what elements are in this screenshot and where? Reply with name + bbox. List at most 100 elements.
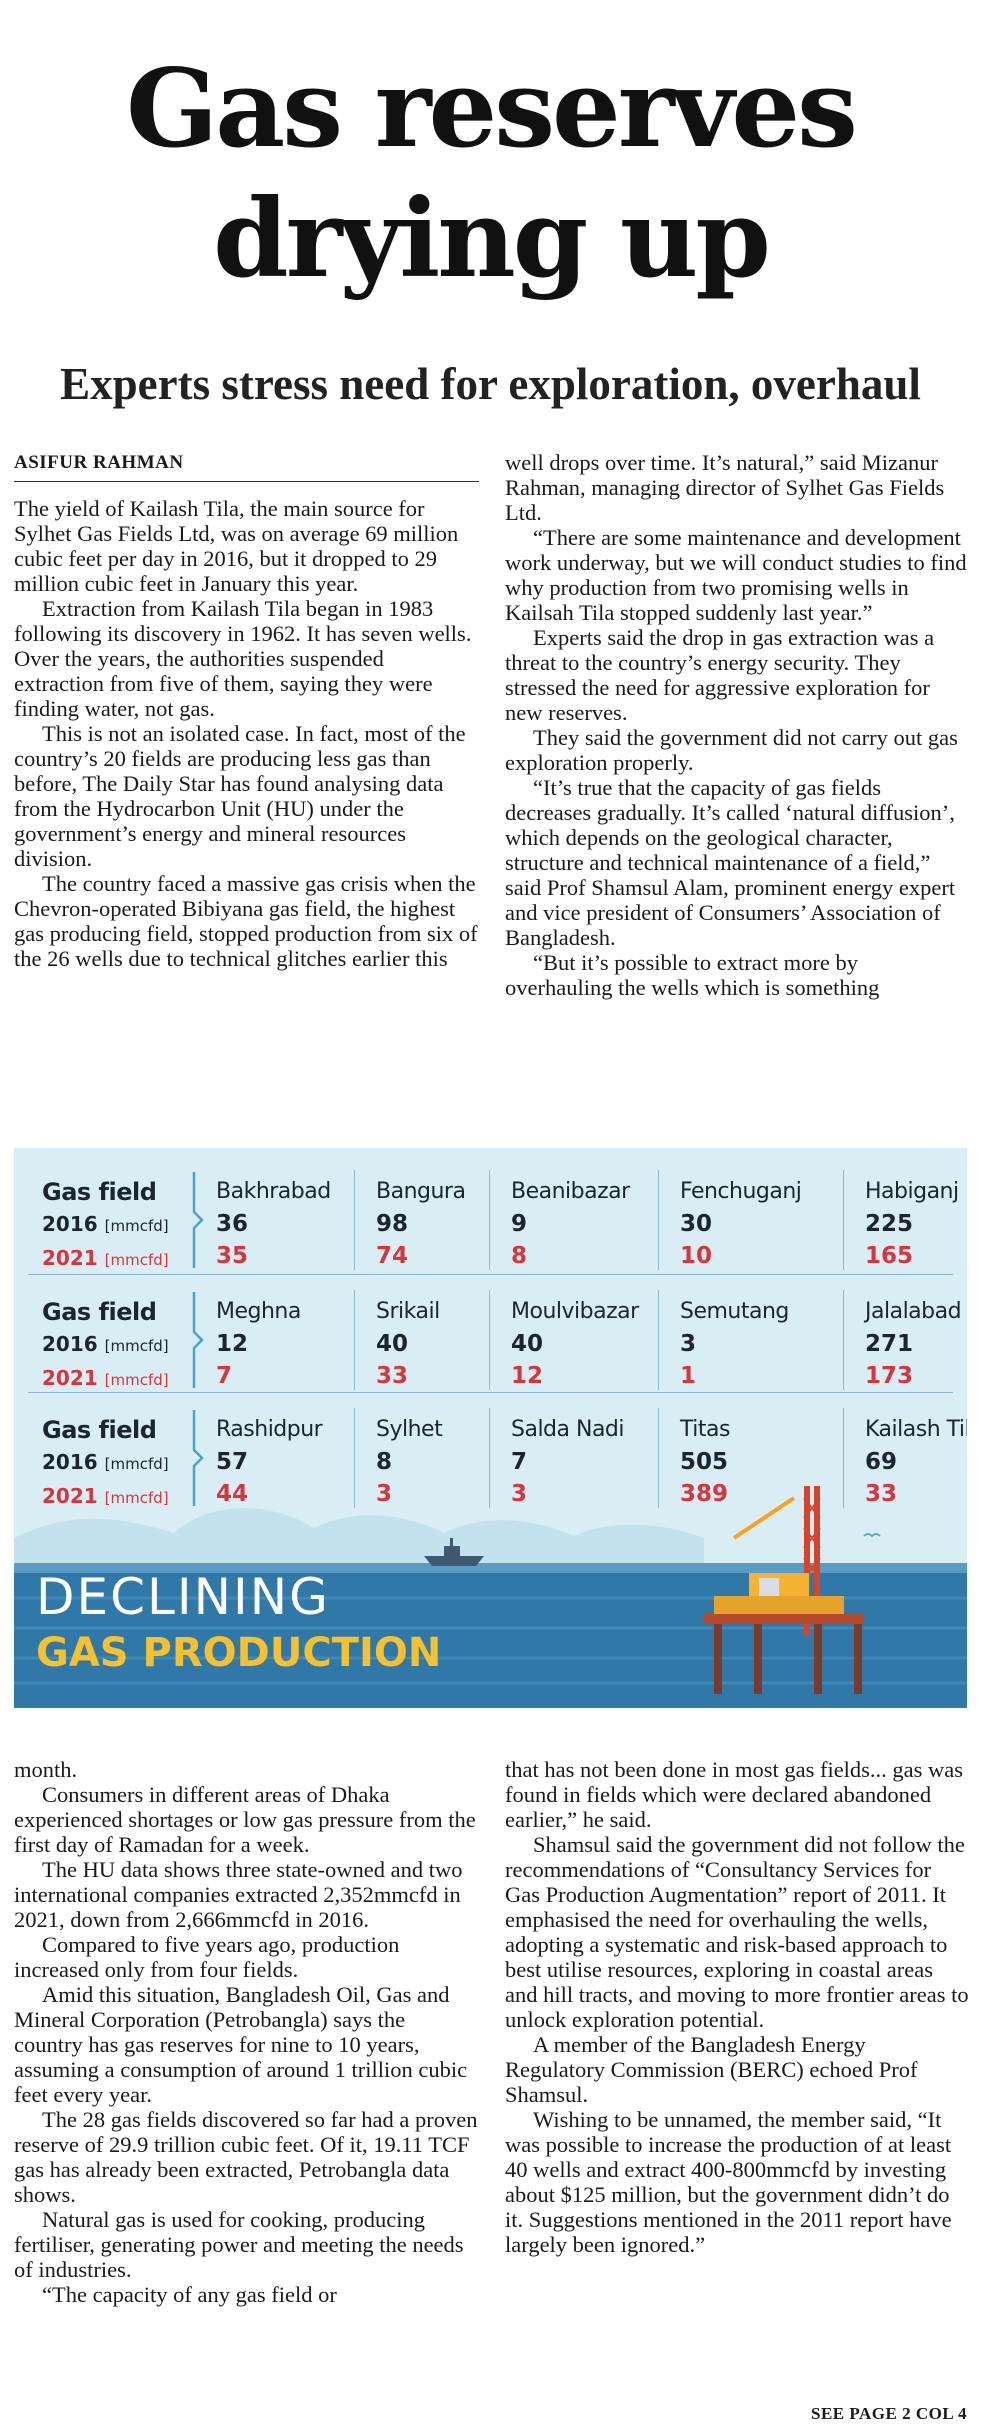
- field-name: Rashidpur: [216, 1417, 323, 1442]
- paragraph: Wishing to be unnamed, the member said, …: [505, 2107, 952, 2257]
- paragraph: Experts said the drop in gas extraction …: [505, 625, 935, 725]
- value-2016: 36: [216, 1211, 249, 1237]
- gas-field-cell: Fenchuganj 30 10: [680, 1176, 802, 1272]
- field-name: Bakhrabad: [216, 1179, 331, 1204]
- gas-field-cell: Beanibazar 9 8: [511, 1176, 630, 1272]
- paragraph: “The capacity of any gas field or: [42, 2282, 337, 2307]
- value-2016: 40: [376, 1331, 409, 1357]
- gas-field-cell: Srikail 40 33: [376, 1296, 440, 1392]
- paragraph: Extraction from Kailash Tila began in 19…: [14, 596, 472, 721]
- value-2021: 74: [376, 1243, 409, 1269]
- row-divider: [28, 1392, 953, 1393]
- headline-line-1: Gas reserves: [126, 46, 858, 172]
- legend-2021: 2021 [mmcfd]: [42, 1484, 169, 1508]
- value-2016: 98: [376, 1211, 409, 1237]
- chevron-right-icon: [192, 1410, 204, 1506]
- value-2021: 44: [216, 1481, 249, 1507]
- gas-field-cell: Sylhet 8 3: [376, 1414, 443, 1510]
- paragraph: They said the government did not carry o…: [505, 725, 958, 775]
- field-name: Bangura: [376, 1179, 466, 1204]
- column-divider: [658, 1290, 659, 1390]
- paragraph: The yield of Kailash Tila, the main sour…: [14, 496, 459, 596]
- gas-field-cell: Titas 505 389: [680, 1414, 730, 1510]
- column-divider: [354, 1170, 355, 1270]
- legend-gas-field: Gas field: [42, 1178, 157, 1206]
- value-2016: 9: [511, 1211, 528, 1237]
- field-name: Titas: [680, 1417, 730, 1442]
- paragraph: “There are some maintenance and developm…: [505, 525, 967, 625]
- gas-field-cell: Meghna 12 7: [216, 1296, 301, 1392]
- value-2016: 7: [511, 1449, 528, 1475]
- field-name: Salda Nadi: [511, 1417, 625, 1442]
- legend-gas-field: Gas field: [42, 1416, 157, 1444]
- legend-2016: 2016 [mmcfd]: [42, 1332, 169, 1356]
- value-2016: 69: [865, 1449, 898, 1475]
- field-name: Srikail: [376, 1299, 440, 1324]
- column-divider: [489, 1170, 490, 1270]
- column-divider: [658, 1170, 659, 1270]
- column-divider: [489, 1408, 490, 1508]
- column-1-bottom: month. Consumers in different areas of D…: [14, 1757, 479, 2407]
- value-2016: 271: [865, 1331, 914, 1357]
- field-name: Meghna: [216, 1299, 301, 1324]
- byline: ASIFUR RAHMAN: [14, 450, 479, 482]
- gas-field-table: Gas field 2016 [mmcfd] 2021 [mmcfd] Bakhrab…: [14, 1148, 967, 1518]
- column-divider: [843, 1408, 844, 1508]
- gas-field-row: Gas field 2016 [mmcfd] 2021 [mmcfd] Bakhrab…: [14, 1156, 967, 1274]
- column-divider: [354, 1408, 355, 1508]
- column-divider: [843, 1170, 844, 1270]
- paragraph: Amid this situation, Bangladesh Oil, Gas…: [14, 1982, 468, 2107]
- value-2021: 7: [216, 1363, 233, 1389]
- value-2016: 505: [680, 1449, 729, 1475]
- gas-field-cell: Jalalabad 271 173: [865, 1296, 962, 1392]
- gas-production-infographic: Gas field 2016 [mmcfd] 2021 [mmcfd] Bakhrab…: [14, 1148, 967, 1708]
- value-2021: 165: [865, 1243, 914, 1269]
- field-name: Sylhet: [376, 1417, 443, 1442]
- value-2016: 225: [865, 1211, 914, 1237]
- gas-field-cell: Habiganj 225 165: [865, 1176, 959, 1272]
- headline-line-2: drying up: [213, 176, 771, 302]
- row-divider: [28, 1274, 953, 1275]
- value-2021: 33: [865, 1481, 898, 1507]
- row-legend: Gas field 2016 [mmcfd] 2021 [mmcfd]: [42, 1414, 192, 1514]
- infographic-title-gas-production: GAS PRODUCTION: [36, 1630, 442, 1676]
- gas-field-cell: Semutang 3 1: [680, 1296, 789, 1392]
- infographic-title-declining: DECLINING: [36, 1568, 330, 1626]
- field-name: Habiganj: [865, 1179, 959, 1204]
- gas-field-cell: Rashidpur 57 44: [216, 1414, 323, 1510]
- value-2016: 8: [376, 1449, 393, 1475]
- paragraph: “It’s true that the capacity of gas fiel…: [505, 775, 956, 950]
- column-divider: [489, 1290, 490, 1390]
- gas-field-cell: Kailash Tila 69 33: [865, 1414, 967, 1510]
- legend-2016: 2016 [mmcfd]: [42, 1450, 169, 1474]
- field-name: Fenchuganj: [680, 1179, 802, 1204]
- gas-field-cell: Moulvibazar 40 12: [511, 1296, 639, 1392]
- value-2021: 12: [511, 1363, 544, 1389]
- chevron-right-icon: [192, 1172, 204, 1268]
- value-2021: 35: [216, 1243, 249, 1269]
- paragraph: Consumers in different areas of Dhaka ex…: [14, 1782, 476, 1857]
- paragraph: month.: [14, 1757, 78, 1782]
- field-name: Moulvibazar: [511, 1299, 639, 1324]
- gas-field-cell: Salda Nadi 7 3: [511, 1414, 625, 1510]
- column-2-bottom: that has not been done in most gas field…: [505, 1757, 970, 2407]
- value-2021: 33: [376, 1363, 409, 1389]
- legend-2021: 2021 [mmcfd]: [42, 1246, 169, 1270]
- gas-field-cell: Bangura 98 74: [376, 1176, 466, 1272]
- paragraph: Natural gas is used for cooking, produci…: [14, 2207, 464, 2282]
- gas-field-row: Gas field 2016 [mmcfd] 2021 [mmcfd] Rashidp…: [14, 1394, 967, 1512]
- value-2021: 8: [511, 1243, 528, 1269]
- legend-gas-field: Gas field: [42, 1298, 157, 1326]
- column-2-top: well drops over time. It’s natural,” sai…: [505, 450, 970, 1115]
- paragraph: The country faced a massive gas crisis w…: [14, 871, 478, 971]
- value-2016: 40: [511, 1331, 544, 1357]
- value-2021: 10: [680, 1243, 713, 1269]
- value-2021: 173: [865, 1363, 914, 1389]
- row-legend: Gas field 2016 [mmcfd] 2021 [mmcfd]: [42, 1176, 192, 1276]
- paragraph: Shamsul said the government did not foll…: [505, 1832, 969, 2032]
- paragraph: The 28 gas fields discovered so far had …: [14, 2107, 478, 2207]
- column-divider: [354, 1290, 355, 1390]
- subheadline: Experts stress need for exploration, ove…: [60, 359, 921, 409]
- paragraph: well drops over time. It’s natural,” sai…: [505, 450, 945, 525]
